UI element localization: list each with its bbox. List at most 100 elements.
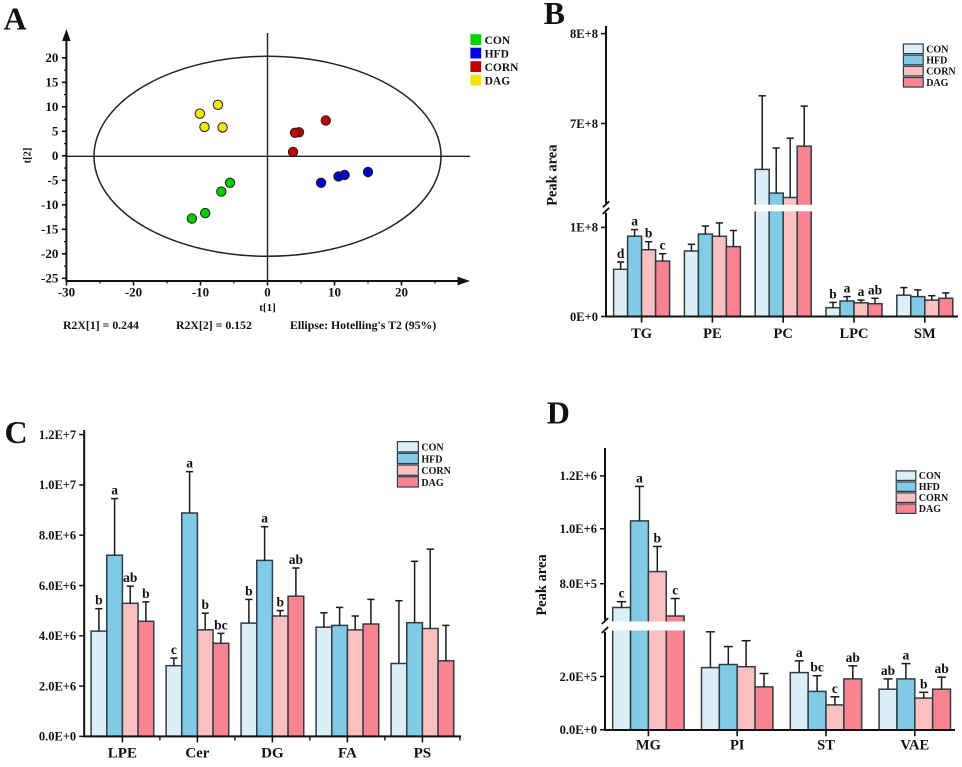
svg-text:t[2]: t[2]	[23, 148, 34, 164]
svg-text:TG: TG	[631, 326, 652, 342]
svg-text:-10: -10	[192, 285, 209, 300]
svg-text:0.0E+0: 0.0E+0	[39, 730, 76, 744]
svg-text:Cer: Cer	[185, 746, 209, 762]
svg-text:1E+8: 1E+8	[570, 221, 598, 235]
svg-text:b: b	[201, 597, 209, 612]
svg-text:2.0E+6: 2.0E+6	[39, 679, 76, 693]
svg-text:-10: -10	[41, 197, 58, 212]
svg-text:a: a	[631, 214, 638, 229]
svg-text:CON: CON	[919, 471, 942, 482]
svg-text:c: c	[832, 681, 838, 696]
svg-text:CORN: CORN	[421, 466, 451, 477]
svg-text:6.0E+6: 6.0E+6	[39, 579, 76, 593]
svg-text:2.0E+5: 2.0E+5	[560, 670, 597, 684]
svg-text:CON: CON	[485, 35, 511, 47]
svg-text:CON: CON	[421, 443, 444, 454]
svg-text:FA: FA	[338, 746, 357, 762]
svg-text:HFD: HFD	[421, 454, 442, 465]
svg-text:DAG: DAG	[919, 504, 941, 515]
svg-text:c: c	[171, 642, 177, 657]
svg-text:0: 0	[264, 285, 271, 300]
svg-text:PE: PE	[703, 326, 722, 342]
svg-text:ab: ab	[868, 282, 882, 297]
svg-text:c: c	[672, 583, 678, 598]
svg-text:HFD: HFD	[926, 56, 947, 67]
svg-text:d: d	[617, 246, 625, 261]
svg-text:DAG: DAG	[421, 478, 443, 489]
svg-text:4.0E+6: 4.0E+6	[39, 629, 76, 643]
svg-text:C: C	[4, 414, 27, 450]
svg-text:b: b	[142, 586, 150, 601]
svg-text:HFD: HFD	[919, 482, 940, 493]
svg-text:1.0E+7: 1.0E+7	[39, 478, 76, 492]
svg-text:a: a	[636, 470, 643, 485]
svg-text:-20: -20	[41, 246, 58, 261]
svg-text:DAG: DAG	[926, 78, 948, 89]
svg-text:ab: ab	[123, 570, 137, 585]
svg-text:0: 0	[52, 148, 59, 163]
svg-text:0.0E+0: 0.0E+0	[560, 723, 597, 737]
svg-text:D: D	[547, 395, 570, 431]
svg-text:b: b	[276, 595, 284, 610]
svg-text:1.0E+6: 1.0E+6	[560, 522, 597, 536]
svg-text:-30: -30	[58, 285, 75, 300]
svg-text:R2X[2] = 0.152: R2X[2] = 0.152	[176, 318, 252, 332]
svg-text:a: a	[261, 511, 268, 526]
svg-text:15: 15	[45, 75, 59, 90]
svg-text:-25: -25	[41, 271, 59, 286]
svg-text:a: a	[858, 284, 865, 299]
svg-text:1.2E+6: 1.2E+6	[560, 469, 597, 483]
svg-text:CON: CON	[926, 44, 949, 55]
svg-text:bc: bc	[214, 617, 228, 632]
svg-text:-5: -5	[48, 173, 59, 188]
svg-text:1.2E+7: 1.2E+7	[39, 428, 76, 442]
svg-text:b: b	[654, 531, 662, 546]
svg-text:b: b	[245, 583, 253, 598]
svg-text:t[1]: t[1]	[259, 302, 276, 314]
svg-text:-15: -15	[41, 222, 59, 237]
svg-text:-20: -20	[125, 285, 142, 300]
svg-text:LPC: LPC	[840, 326, 869, 342]
svg-text:a: a	[186, 456, 193, 471]
svg-text:ab: ab	[881, 663, 895, 678]
svg-text:c: c	[619, 586, 625, 601]
svg-text:b: b	[645, 226, 653, 241]
svg-text:a: a	[111, 483, 118, 498]
svg-text:5: 5	[52, 124, 59, 139]
svg-text:Peak area: Peak area	[545, 144, 561, 206]
svg-text:CORN: CORN	[919, 493, 949, 504]
svg-text:ab: ab	[846, 650, 860, 665]
svg-text:8.0E+5: 8.0E+5	[560, 577, 597, 591]
svg-text:MG: MG	[636, 738, 661, 754]
svg-text:10: 10	[45, 99, 58, 114]
svg-text:ST: ST	[817, 738, 835, 754]
svg-text:b: b	[95, 593, 103, 608]
svg-text:DAG: DAG	[485, 75, 511, 87]
svg-text:HFD: HFD	[485, 48, 509, 60]
svg-text:b: b	[829, 286, 837, 301]
svg-text:b: b	[920, 676, 928, 691]
svg-text:ab: ab	[289, 552, 303, 567]
svg-text:PS: PS	[414, 746, 432, 762]
svg-text:PI: PI	[730, 738, 745, 754]
svg-text:c: c	[660, 238, 666, 253]
svg-text:7E+8: 7E+8	[570, 117, 598, 131]
svg-text:a: a	[844, 281, 851, 296]
svg-text:0E+0: 0E+0	[570, 310, 598, 324]
svg-text:a: a	[903, 648, 910, 663]
svg-text:Peak area: Peak area	[534, 554, 550, 616]
svg-text:PC: PC	[774, 326, 793, 342]
svg-text:8E+8: 8E+8	[570, 27, 598, 41]
svg-text:SM: SM	[914, 326, 936, 342]
svg-text:LPE: LPE	[108, 746, 137, 762]
svg-text:B: B	[544, 0, 565, 31]
svg-text:8.0E+6: 8.0E+6	[39, 529, 76, 543]
svg-text:DG: DG	[261, 746, 284, 762]
svg-text:Ellipse: Hotelling's T2 (95%): Ellipse: Hotelling's T2 (95%)	[290, 318, 436, 332]
svg-text:ab: ab	[934, 661, 948, 676]
svg-text:VAE: VAE	[900, 738, 929, 754]
svg-text:a: a	[796, 645, 803, 660]
svg-text:CORN: CORN	[926, 67, 956, 78]
svg-text:20: 20	[395, 285, 408, 300]
svg-text:R2X[1] = 0.244: R2X[1] = 0.244	[63, 318, 139, 332]
